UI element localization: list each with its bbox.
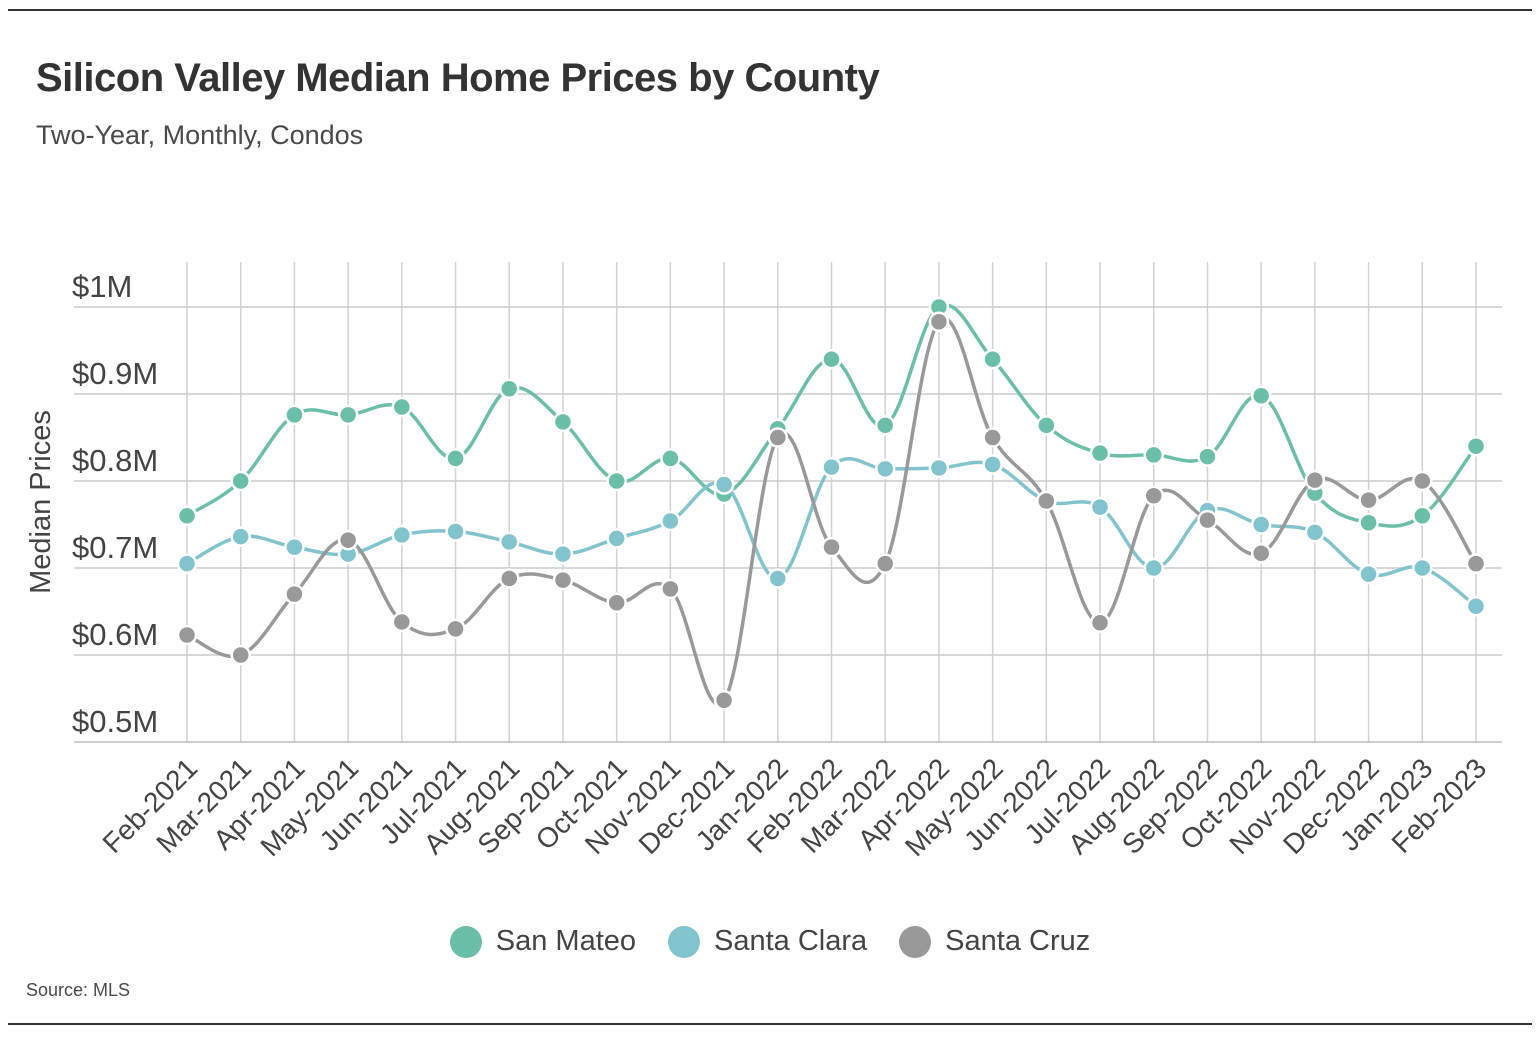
data-point-santa-cruz — [660, 578, 681, 600]
data-point-santa-cruz — [1358, 489, 1379, 511]
legend-swatch-santa-cruz — [899, 925, 932, 958]
y-tick-label: $1M — [72, 269, 132, 304]
data-point-san-mateo — [1250, 385, 1272, 406]
legend-item-santa-clara: Santa Clara — [668, 925, 867, 958]
data-point-san-mateo — [1412, 505, 1433, 527]
data-point-santa-clara — [874, 458, 896, 480]
data-point-santa-clara — [1143, 557, 1164, 579]
grid-lines — [74, 262, 1502, 743]
chart-title: Silicon Valley Median Home Prices by Cou… — [36, 56, 880, 100]
y-axis-title: Median Prices — [25, 410, 57, 594]
data-point-santa-cruz — [928, 311, 950, 333]
data-point-santa-clara — [713, 474, 735, 495]
data-point-santa-cruz — [1412, 470, 1433, 492]
legend-item-san-mateo: San Mateo — [449, 925, 637, 958]
data-point-santa-clara — [230, 526, 251, 547]
data-point-santa-cruz — [606, 592, 627, 614]
data-point-santa-cruz — [1465, 553, 1487, 574]
data-point-santa-cruz — [713, 689, 735, 711]
y-axis: $1M $0.9M $0.8M $0.7M $0.6M $0.5M — [72, 269, 158, 739]
data-point-san-mateo — [284, 404, 305, 426]
data-point-santa-clara — [499, 531, 520, 553]
series-line-santa-cruz — [186, 317, 1478, 706]
legend-swatch-san-mateo — [449, 925, 482, 958]
data-point-santa-cruz — [552, 569, 574, 591]
source-note: Source: MLS — [26, 980, 131, 1000]
data-point-santa-cruz — [982, 427, 1003, 448]
data-point-santa-cruz — [445, 618, 466, 640]
data-point-santa-cruz — [1036, 490, 1057, 512]
data-point-santa-clara — [1358, 563, 1379, 585]
top-rule — [8, 9, 1532, 11]
data-point-san-mateo — [1358, 512, 1379, 534]
data-point-san-mateo — [874, 415, 896, 436]
data-point-santa-clara — [176, 553, 198, 574]
data-point-santa-clara — [821, 456, 842, 478]
data-point-santa-cruz — [499, 568, 520, 589]
data-point-san-mateo — [1197, 446, 1218, 467]
y-tick-label: $0.7M — [72, 530, 158, 565]
data-point-san-mateo — [499, 378, 520, 400]
data-point-santa-clara — [1465, 596, 1487, 617]
bottom-rule — [8, 1023, 1532, 1025]
legend-label-san-mateo: San Mateo — [495, 925, 637, 957]
data-point-san-mateo — [176, 505, 198, 527]
data-point-santa-cruz — [176, 624, 198, 646]
legend-item-santa-cruz: Santa Cruz — [899, 925, 1090, 958]
legend-label-santa-clara: Santa Clara — [714, 925, 868, 957]
data-point-san-mateo — [230, 470, 251, 492]
data-point-santa-clara — [982, 454, 1003, 475]
data-point-san-mateo — [391, 396, 413, 418]
data-point-santa-clara — [660, 510, 681, 532]
data-point-san-mateo — [1089, 442, 1111, 464]
data-point-san-mateo — [821, 348, 842, 370]
data-point-santa-clara — [767, 568, 789, 589]
y-tick-label: $0.9M — [72, 356, 158, 391]
y-tick-label: $0.5M — [72, 704, 158, 739]
legend-swatch-santa-clara — [668, 925, 701, 958]
data-point-santa-cruz — [1089, 612, 1111, 634]
x-axis: Feb-2021Mar-2021Apr-2021May-2021Jun-2021… — [97, 752, 1493, 862]
data-point-santa-clara — [1304, 522, 1326, 543]
data-point-santa-cruz — [1143, 485, 1164, 507]
data-point-santa-cruz — [1250, 542, 1272, 564]
data-point-santa-cruz — [874, 553, 896, 574]
chart-legend: San Mateo Santa Clara Santa Cruz — [0, 925, 1540, 958]
data-point-san-mateo — [445, 448, 466, 469]
y-tick-label: $0.6M — [72, 617, 158, 652]
data-point-santa-clara — [1250, 514, 1272, 535]
y-tick-label: $0.8M — [72, 443, 158, 478]
data-point-santa-clara — [445, 521, 466, 542]
data-point-santa-cruz — [821, 536, 842, 558]
series-santa-cruz — [176, 311, 1487, 711]
data-point-san-mateo — [1465, 435, 1487, 457]
data-point-santa-cruz — [391, 611, 413, 633]
data-point-santa-clara — [606, 528, 627, 549]
data-point-san-mateo — [660, 448, 681, 469]
data-point-san-mateo — [1143, 444, 1164, 466]
data-point-santa-cruz — [1304, 469, 1326, 491]
data-point-san-mateo — [552, 411, 574, 433]
data-point-santa-cruz — [1197, 509, 1218, 531]
data-point-santa-clara — [284, 536, 305, 558]
data-point-santa-clara — [552, 543, 574, 565]
data-point-santa-clara — [928, 457, 950, 479]
data-point-santa-cruz — [337, 529, 359, 551]
data-point-santa-cruz — [767, 427, 789, 448]
data-point-santa-clara — [1412, 557, 1433, 579]
data-point-santa-clara — [391, 524, 413, 546]
series-san-mateo — [176, 296, 1487, 534]
data-point-san-mateo — [337, 404, 359, 426]
data-point-santa-cruz — [284, 583, 305, 605]
data-point-san-mateo — [606, 470, 627, 492]
data-point-santa-cruz — [230, 644, 251, 666]
data-point-santa-clara — [1089, 496, 1111, 518]
legend-label-santa-cruz: Santa Cruz — [945, 925, 1091, 957]
chart-subtitle: Two-Year, Monthly, Condos — [36, 120, 364, 150]
data-point-san-mateo — [1036, 415, 1057, 436]
data-point-san-mateo — [982, 348, 1003, 370]
